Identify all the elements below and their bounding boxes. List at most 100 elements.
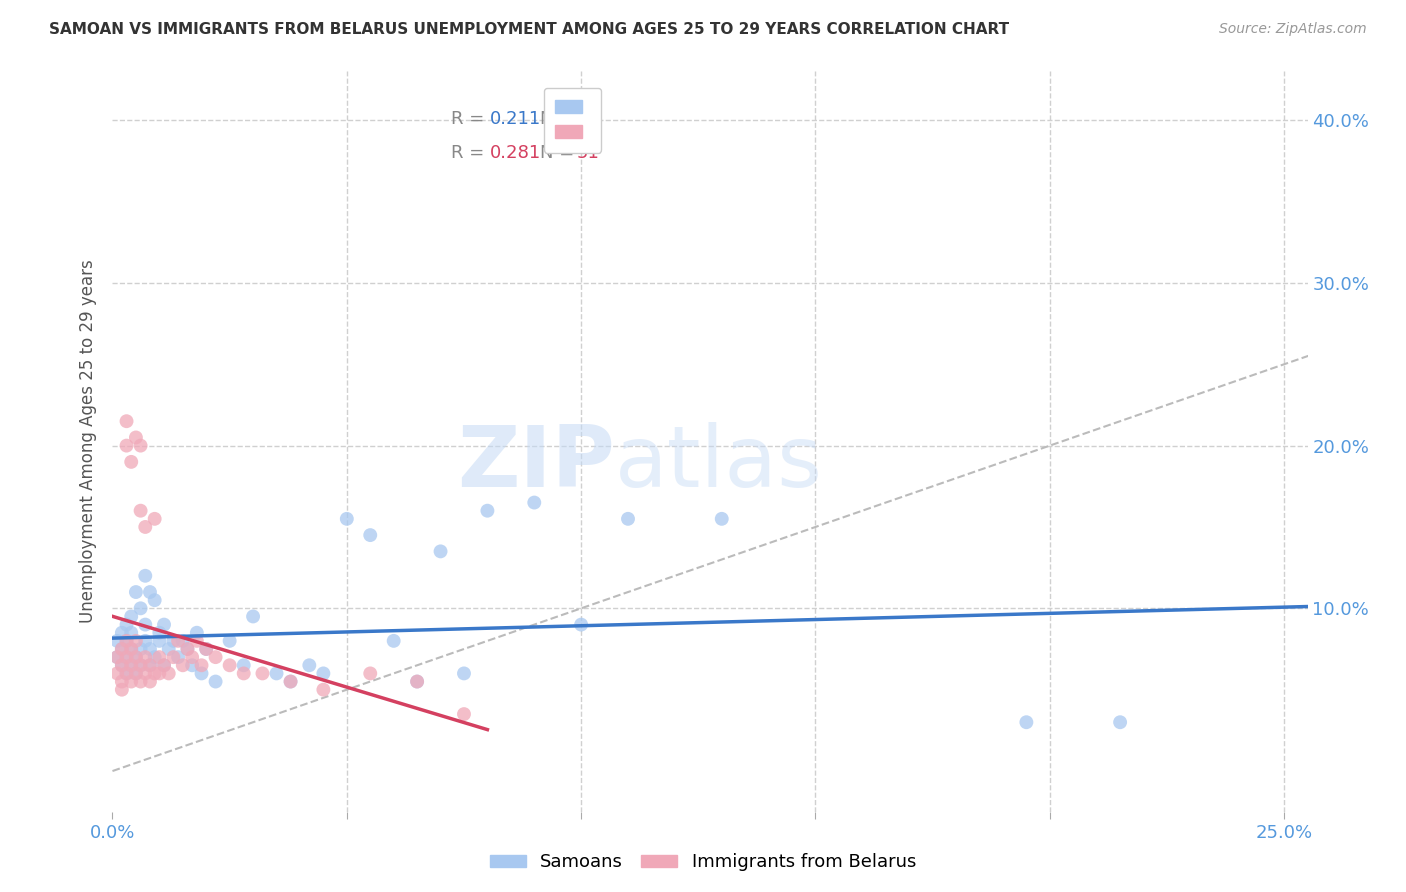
Point [195,642,218,657]
Point [195,642,218,657]
Point [218,658,240,673]
Point [569,617,592,632]
Point [120,625,142,640]
Point [120,455,142,469]
Point [134,568,156,582]
Point [359,666,381,681]
Point [134,650,156,665]
Point [115,633,138,648]
Point [1109,715,1132,730]
Point [139,585,162,599]
Point [129,674,152,689]
Point [617,512,640,526]
Legend: , : , [544,87,602,153]
Point [153,658,176,673]
Point [143,593,166,607]
Point [204,650,226,665]
Point [139,642,162,657]
Text: 61: 61 [576,111,599,128]
Point [129,642,152,657]
Point [148,625,170,640]
Point [186,633,208,648]
Y-axis label: Unemployment Among Ages 25 to 29 years: Unemployment Among Ages 25 to 29 years [79,260,97,624]
Point [280,674,302,689]
Point [312,666,335,681]
Point [429,544,451,558]
Point [148,650,170,665]
Point [105,650,128,665]
Point [280,674,302,689]
Point [111,625,134,640]
Text: atlas: atlas [614,422,823,505]
Point [134,617,156,632]
Point [176,642,198,657]
Text: SAMOAN VS IMMIGRANTS FROM BELARUS UNEMPLOYMENT AMONG AGES 25 TO 29 YEARS CORRELA: SAMOAN VS IMMIGRANTS FROM BELARUS UNEMPL… [49,22,1010,37]
Point [139,658,162,673]
Point [298,658,321,673]
Point [125,666,148,681]
Point [120,658,142,673]
Text: 0.211: 0.211 [491,111,541,128]
Point [190,666,212,681]
Point [232,666,254,681]
Point [242,609,264,624]
Point [134,520,156,534]
Point [120,609,142,624]
Point [115,650,138,665]
Point [125,430,148,444]
Point [181,658,204,673]
Point [143,650,166,665]
Point [134,633,156,648]
Point [115,439,138,453]
Point [115,650,138,665]
Point [120,642,142,657]
Point [111,642,134,657]
Point [406,674,429,689]
Point [111,674,134,689]
Point [167,650,190,665]
Text: ZIP: ZIP [457,422,614,505]
Point [157,642,180,657]
Point [111,658,134,673]
Point [172,633,194,648]
Text: N =: N = [540,144,581,161]
Point [710,512,733,526]
Point [111,682,134,697]
Point [181,650,204,665]
Point [115,633,138,648]
Point [120,674,142,689]
Point [477,504,499,518]
Point [111,642,134,657]
Point [125,633,148,648]
Point [162,633,184,648]
Point [139,674,162,689]
Point [252,666,274,681]
Point [266,666,288,681]
Text: Source: ZipAtlas.com: Source: ZipAtlas.com [1219,22,1367,37]
Point [129,504,152,518]
Point [129,658,152,673]
Point [115,414,138,428]
Point [115,666,138,681]
Point [1015,715,1038,730]
Point [204,674,226,689]
Point [167,633,190,648]
Text: 51: 51 [576,144,599,161]
Point [129,601,152,615]
Point [125,650,148,665]
Point [523,495,546,509]
Point [105,650,128,665]
Point [359,528,381,542]
Point [120,642,142,657]
Point [190,658,212,673]
Point [148,633,170,648]
Point [105,633,128,648]
Text: N =: N = [540,111,581,128]
Point [153,617,176,632]
Point [336,512,359,526]
Text: 0.281: 0.281 [491,144,541,161]
Point [134,666,156,681]
Point [453,707,475,722]
Point [105,666,128,681]
Point [218,633,240,648]
